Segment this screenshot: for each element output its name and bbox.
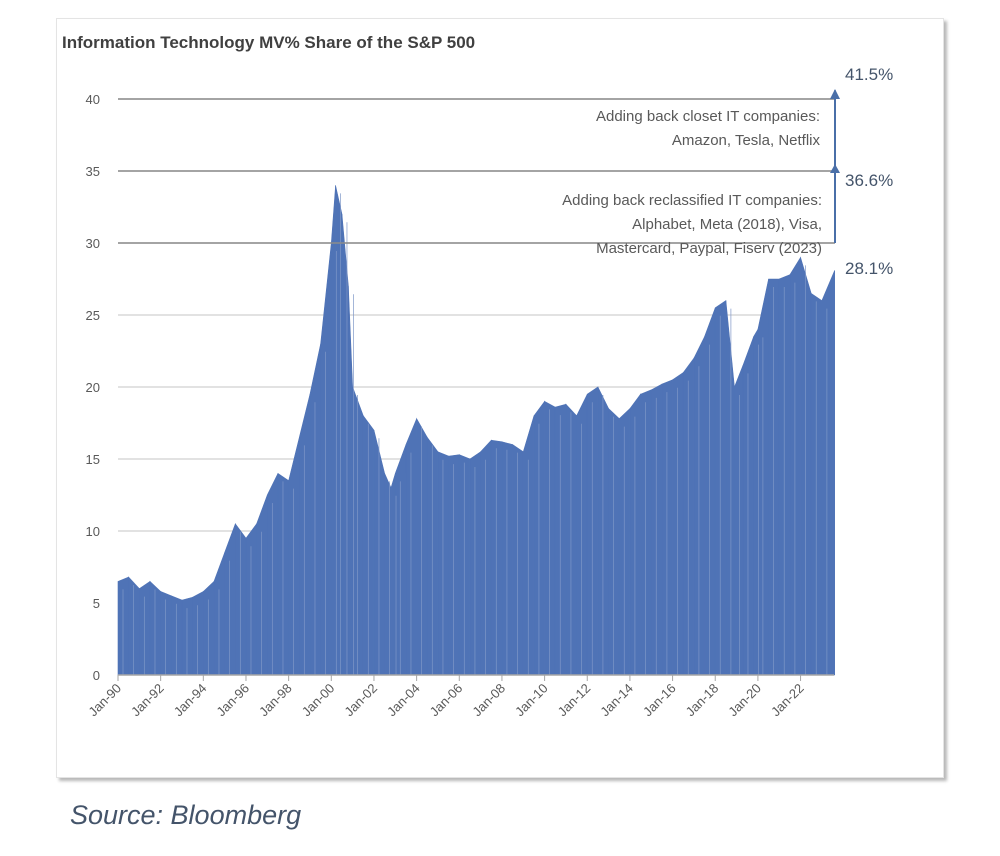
arrow-head-icon: [830, 89, 840, 99]
source-note: Source: Bloomberg: [70, 800, 302, 830]
x-tick-label: Jan-06: [427, 681, 466, 720]
y-tick-label: 35: [86, 164, 100, 179]
area-segment: [821, 270, 835, 676]
annotation-value: 36.6%: [845, 171, 893, 190]
annotation-value: 28.1%: [845, 259, 893, 278]
x-tick-label: Jan-16: [640, 681, 679, 720]
arrow-head-icon: [830, 164, 840, 173]
x-tick-label: Jan-18: [683, 681, 722, 720]
x-tick-label: Jan-00: [299, 681, 338, 720]
x-tick-label: Jan-94: [171, 681, 210, 720]
annotation-text: Amazon, Tesla, Netflix: [672, 132, 821, 149]
y-tick-label: 10: [86, 524, 100, 539]
x-tick-label: Jan-20: [725, 681, 764, 720]
area-segment: [753, 328, 759, 676]
x-tick-label: Jan-02: [341, 681, 380, 720]
x-tick-label: Jan-96: [213, 681, 252, 720]
x-tick-label: Jan-10: [512, 681, 551, 720]
x-tick-label: Jan-92: [128, 681, 167, 720]
y-tick-label: 20: [86, 380, 100, 395]
x-tick-label: Jan-04: [384, 681, 423, 720]
annotation-value: 41.5%: [845, 65, 893, 84]
y-tick-label: 5: [93, 596, 100, 611]
y-tick-label: 15: [86, 452, 100, 467]
x-tick-label: Jan-98: [256, 681, 295, 720]
y-tick-label: 0: [93, 668, 100, 683]
area-segment: [330, 185, 336, 676]
area-segment: [725, 300, 735, 676]
y-tick-label: 30: [86, 236, 100, 251]
annotation-text: Alphabet, Meta (2018), Visa,: [632, 216, 822, 233]
area-segment: [390, 473, 396, 676]
x-tick-label: Jan-22: [768, 681, 807, 720]
x-tick-label: Jan-90: [85, 681, 124, 720]
chart-title: Information Technology MV% Share of the …: [62, 33, 476, 52]
area-segment: [348, 286, 353, 676]
area-segment: [384, 473, 392, 676]
area-segment: [734, 365, 744, 676]
y-tick-label: 40: [86, 92, 100, 107]
annotation-text: Mastercard, Paypal, Fiserv (2023): [596, 240, 822, 257]
x-tick-label: Jan-14: [597, 681, 636, 720]
annotation-text: Adding back reclassified IT companies:: [562, 192, 822, 209]
x-tick-label: Jan-12: [555, 681, 594, 720]
x-tick-label: Jan-08: [469, 681, 508, 720]
annotation-text: Adding back closet IT companies:: [596, 108, 820, 125]
y-tick-label: 25: [86, 308, 100, 323]
area-segment: [341, 214, 349, 676]
